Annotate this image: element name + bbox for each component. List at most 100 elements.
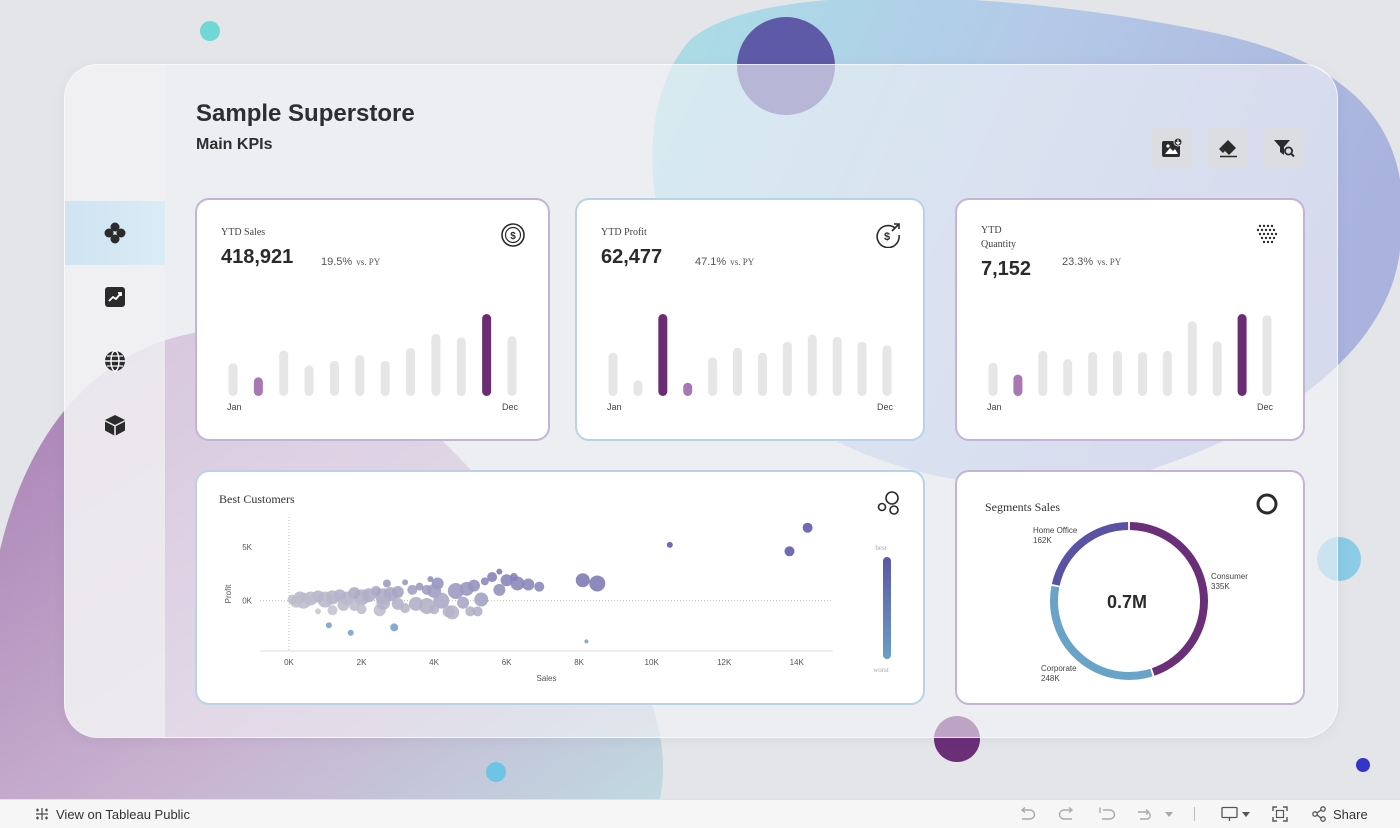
customer-point[interactable] <box>382 579 391 588</box>
customer-point[interactable] <box>472 606 483 617</box>
bar-aug[interactable] <box>406 347 416 396</box>
segment-name-label: Corporate <box>1041 664 1077 673</box>
bar-mar[interactable] <box>1038 350 1048 396</box>
customer-point[interactable] <box>337 598 350 611</box>
customer-point[interactable] <box>445 605 460 620</box>
kpi-change: 19.5% vs. PY <box>321 256 380 268</box>
share-button[interactable]: Share <box>1311 800 1368 828</box>
bar-sep[interactable] <box>807 334 817 397</box>
customer-point[interactable] <box>327 605 338 616</box>
customer-point[interactable] <box>376 595 391 610</box>
bar-jul[interactable] <box>380 360 390 396</box>
customer-point[interactable] <box>433 592 450 609</box>
pause-menu-button[interactable] <box>1164 800 1174 828</box>
bar-jan[interactable] <box>228 363 238 396</box>
bar-jun[interactable] <box>355 355 365 396</box>
bar-oct[interactable] <box>1212 341 1222 396</box>
bar-oct[interactable] <box>456 337 466 396</box>
bar-dec[interactable] <box>507 336 517 396</box>
customer-point[interactable] <box>575 573 590 588</box>
customer-point[interactable] <box>349 600 360 611</box>
axis-label-end: Dec <box>877 402 894 412</box>
customer-point[interactable] <box>390 623 399 632</box>
customer-point[interactable] <box>666 541 673 548</box>
customer-point[interactable] <box>287 594 298 605</box>
nav-product[interactable] <box>65 393 165 457</box>
bar-apr[interactable] <box>683 382 693 396</box>
customer-point[interactable] <box>325 622 332 629</box>
customer-point[interactable] <box>474 592 489 607</box>
customer-point[interactable] <box>457 596 470 609</box>
undo-button[interactable] <box>1018 800 1036 828</box>
revert-button[interactable] <box>1098 800 1116 828</box>
segment-value-label: 162K <box>1033 536 1052 545</box>
bar-feb[interactable] <box>253 377 263 396</box>
clear-filters-button[interactable] <box>1208 128 1248 168</box>
segment-arc-home-office[interactable] <box>1051 522 1129 586</box>
nav-overview[interactable] <box>65 201 165 265</box>
redo-button[interactable] <box>1058 800 1076 828</box>
bar-feb[interactable] <box>1013 374 1023 396</box>
customer-point[interactable] <box>500 574 513 587</box>
bar-apr[interactable] <box>1063 359 1073 396</box>
bar-may[interactable] <box>708 357 718 396</box>
bar-oct[interactable] <box>832 336 842 396</box>
bar-jul[interactable] <box>1137 352 1147 396</box>
customer-point[interactable] <box>487 572 498 583</box>
customer-point[interactable] <box>447 582 464 599</box>
customer-point[interactable] <box>522 578 535 591</box>
view-on-tableau-link[interactable]: View on Tableau Public <box>34 800 190 828</box>
customer-point[interactable] <box>509 573 518 582</box>
customer-point[interactable] <box>480 577 489 586</box>
customer-point[interactable] <box>421 584 432 595</box>
bar-jul[interactable] <box>757 352 767 396</box>
download-image-button[interactable] <box>1152 128 1192 168</box>
globe-icon <box>105 350 125 372</box>
nav-trend[interactable] <box>65 265 165 329</box>
bar-apr[interactable] <box>304 365 314 396</box>
dashboard-title: Sample Superstore <box>196 100 415 127</box>
bar-nov[interactable] <box>482 314 492 396</box>
bar-jun[interactable] <box>733 347 743 396</box>
customer-point[interactable] <box>415 582 424 591</box>
filter-search-button[interactable] <box>1264 128 1304 168</box>
segment-arc-corporate[interactable] <box>1050 585 1153 680</box>
customer-point[interactable] <box>784 546 795 557</box>
bar-nov[interactable] <box>1237 314 1247 396</box>
bar-sep[interactable] <box>431 333 441 396</box>
customer-point[interactable] <box>493 583 506 596</box>
customer-point[interactable] <box>400 603 411 614</box>
fullscreen-button[interactable] <box>1272 800 1288 828</box>
bar-feb[interactable] <box>633 380 643 396</box>
bar-jun[interactable] <box>1113 350 1123 396</box>
bar-mar[interactable] <box>658 314 668 396</box>
customer-point[interactable] <box>584 639 589 644</box>
bar-jan[interactable] <box>988 362 998 396</box>
customer-point[interactable] <box>347 629 354 636</box>
customer-point[interactable] <box>402 579 409 586</box>
comments-button[interactable] <box>1221 800 1251 828</box>
svg-text:$: $ <box>510 231 516 242</box>
customer-point[interactable] <box>589 575 606 592</box>
nav-geo[interactable] <box>65 329 165 393</box>
customer-point[interactable] <box>534 581 545 592</box>
segment-arc-consumer[interactable] <box>1129 522 1208 676</box>
customer-point[interactable] <box>496 568 503 575</box>
refresh-button[interactable] <box>1135 800 1153 828</box>
bar-nov[interactable] <box>857 341 867 396</box>
bar-may[interactable] <box>1088 352 1098 396</box>
bar-aug[interactable] <box>1162 350 1172 396</box>
bar-may[interactable] <box>329 360 339 396</box>
customer-point[interactable] <box>315 608 322 615</box>
customer-point[interactable] <box>427 576 434 583</box>
bar-dec[interactable] <box>1262 315 1272 396</box>
customer-point[interactable] <box>429 604 440 615</box>
bar-sep[interactable] <box>1187 321 1197 396</box>
bar-mar[interactable] <box>279 350 289 396</box>
customer-point[interactable] <box>465 606 476 617</box>
bar-jan[interactable] <box>608 352 618 396</box>
customer-point[interactable] <box>407 584 418 595</box>
bar-dec[interactable] <box>882 345 892 396</box>
customer-point[interactable] <box>802 522 813 533</box>
bar-aug[interactable] <box>782 341 792 396</box>
